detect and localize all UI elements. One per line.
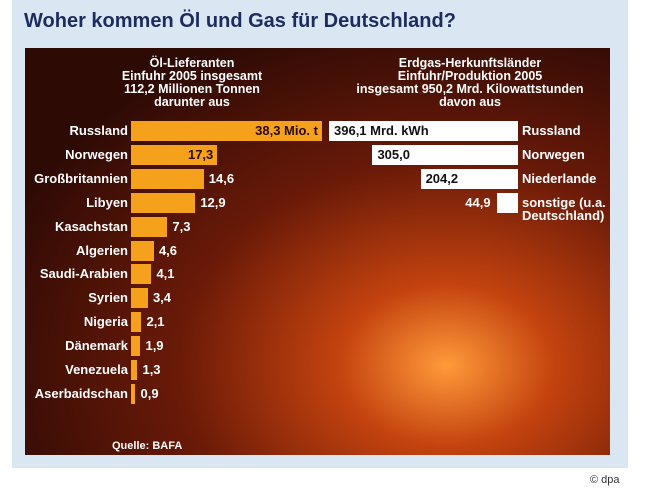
category-label: Russland	[69, 123, 128, 138]
value-label: 38,3 Mio. t	[255, 123, 318, 138]
bar	[131, 121, 322, 141]
bar	[131, 383, 136, 404]
bar	[131, 336, 141, 357]
bar	[131, 360, 138, 380]
category-label: Algerien	[75, 242, 128, 258]
category-label: Saudi-Arabien	[39, 266, 128, 282]
value-label: 396,1 Mrd. kWh	[334, 123, 429, 138]
subtitle: Öl-Lieferanten	[149, 56, 235, 70]
category-label: Niederlande	[522, 170, 597, 186]
category-label: Dänemark	[65, 338, 128, 354]
bar	[131, 192, 196, 213]
category-label: Großbritannien	[34, 170, 128, 186]
category-label: Norwegen	[65, 146, 128, 162]
value-label: 204,2	[425, 170, 459, 186]
bar	[131, 240, 154, 261]
subtitle: 112,2 Millionen Tonnen	[124, 82, 260, 96]
subtitle: Einfuhr 2005 insgesamt	[121, 69, 263, 83]
bar	[131, 144, 218, 165]
value-label: 4,6	[158, 242, 178, 258]
category-label: sonstige (u.a. Deutschland)	[522, 194, 606, 223]
value-label: 3,4	[152, 290, 172, 306]
category-label: Norwegen	[522, 146, 585, 162]
value-label: 14,6	[208, 170, 235, 186]
bar	[329, 121, 518, 141]
subtitle: Erdgas-Herkunftsländer	[398, 56, 542, 70]
credit: © dpa	[590, 474, 620, 486]
title: Woher kommen Öl und Gas für Deutschland?	[24, 10, 456, 32]
category-label: Syrien	[88, 290, 128, 306]
value-label: 305,0	[377, 146, 410, 162]
category-label: Kasachstan	[55, 218, 128, 234]
source: Quelle: BAFA	[112, 440, 183, 452]
bar	[496, 192, 518, 213]
value-label: 1,9	[145, 338, 164, 354]
value-label: 44,9	[465, 194, 491, 210]
subtitle: Einfuhr/Produktion 2005	[397, 69, 543, 83]
category-label: Aserbaidschan	[34, 385, 128, 401]
value-label: 7,3	[172, 218, 191, 234]
bar	[131, 264, 152, 285]
bar	[131, 216, 168, 237]
bar	[420, 168, 518, 189]
subtitle: darunter aus	[154, 95, 230, 109]
bar	[131, 168, 204, 189]
value-label: 12,9	[200, 194, 226, 210]
category-label: Libyen	[86, 194, 128, 210]
value-label: 4,1	[156, 266, 175, 282]
subtitle: davon aus	[439, 95, 501, 109]
value-label: 1,3	[142, 362, 161, 377]
subtitle: insgesamt 950,2 Mrd. Kilowattstunden	[356, 82, 584, 96]
category-label: Venezuela	[65, 362, 128, 377]
bar	[372, 144, 518, 165]
category-label: Russland	[522, 123, 581, 138]
bar	[131, 312, 142, 333]
value-label: 2,1	[146, 314, 165, 330]
bar	[131, 288, 148, 309]
panel	[25, 48, 610, 455]
value-label: 0,9	[140, 385, 159, 401]
value-label: 17,3	[187, 146, 214, 162]
category-label: Nigeria	[83, 314, 128, 330]
